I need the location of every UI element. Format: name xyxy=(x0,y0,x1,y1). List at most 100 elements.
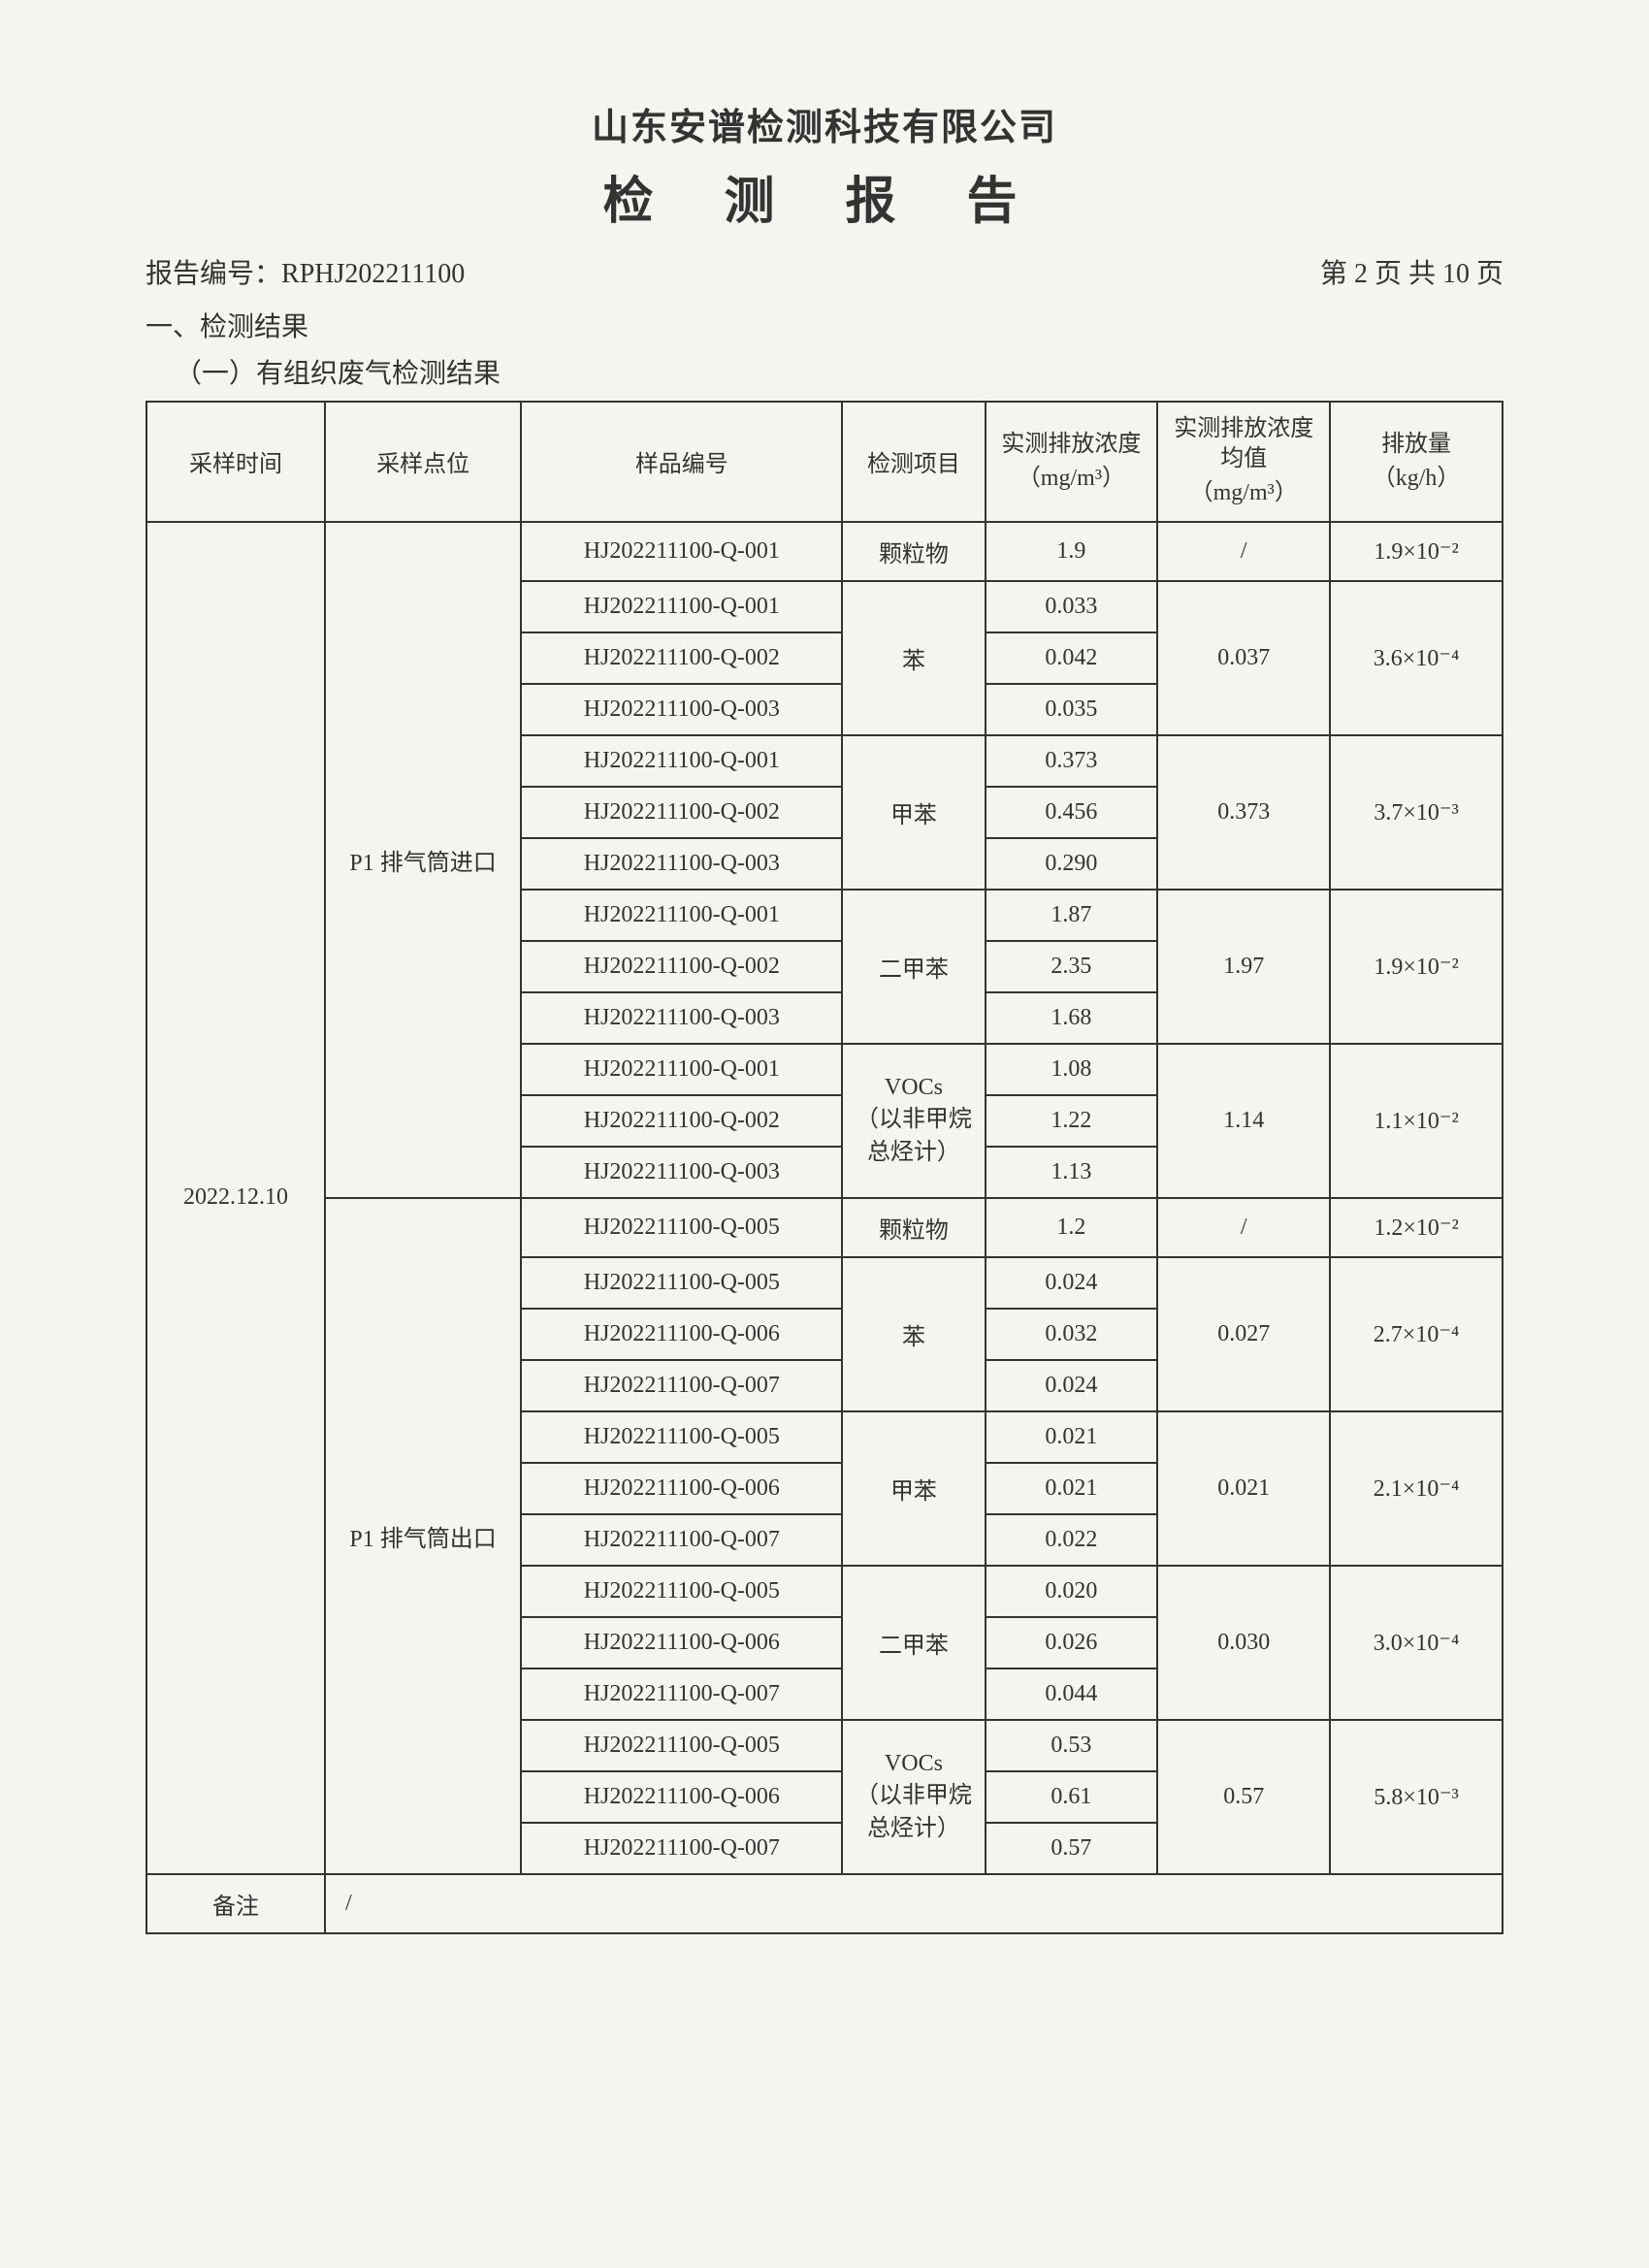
cell-item: VOCs （以非甲烷总烃计） xyxy=(842,1720,985,1874)
th-rate-unit: （kg/h） xyxy=(1373,464,1461,494)
cell-sample-no: HJ202211100-Q-001 xyxy=(521,522,842,581)
vocs-line2: （以非甲烷总烃计） xyxy=(851,1780,976,1845)
cell-item: 甲苯 xyxy=(842,735,985,890)
cell-avg: 1.14 xyxy=(1157,1044,1330,1198)
cell-rate: 3.7×10⁻³ xyxy=(1330,735,1503,890)
th-sample-point: 采样点位 xyxy=(325,402,521,522)
cell-avg: 1.97 xyxy=(1157,890,1330,1044)
cell-avg: 0.030 xyxy=(1157,1566,1330,1720)
vocs-line1: VOCs xyxy=(851,1072,976,1105)
page-info: 第 2 页 共 10 页 xyxy=(1320,252,1504,291)
cell-value: 0.290 xyxy=(986,838,1158,890)
cell-value: 0.021 xyxy=(986,1463,1158,1514)
results-table: 采样时间 采样点位 样品编号 检测项目 实测排放浓度 （mg/m³） 实测排放浓… xyxy=(146,401,1504,1934)
cell-avg: / xyxy=(1157,522,1330,581)
th-measured-conc: 实测排放浓度 （mg/m³） xyxy=(986,402,1158,522)
cell-rate: 3.0×10⁻⁴ xyxy=(1330,1566,1503,1720)
cell-item: 苯 xyxy=(842,581,985,735)
cell-sample-no: HJ202211100-Q-005 xyxy=(521,1411,842,1463)
cell-value: 0.042 xyxy=(986,632,1158,684)
cell-rate: 1.9×10⁻² xyxy=(1330,890,1503,1044)
cell-avg: 0.021 xyxy=(1157,1411,1330,1566)
cell-value: 1.87 xyxy=(986,890,1158,941)
th-sample-time: 采样时间 xyxy=(146,402,325,522)
cell-sample-no: HJ202211100-Q-002 xyxy=(521,1095,842,1147)
th-avg-unit: （mg/m³） xyxy=(1190,478,1298,508)
cell-sample-no: HJ202211100-Q-007 xyxy=(521,1514,842,1566)
cell-value: 0.026 xyxy=(986,1617,1158,1669)
cell-item: 二甲苯 xyxy=(842,1566,985,1720)
cell-rate: 3.6×10⁻⁴ xyxy=(1330,581,1503,735)
report-title: 检 测 报 告 xyxy=(146,160,1504,233)
cell-value: 0.021 xyxy=(986,1411,1158,1463)
cell-sample-no: HJ202211100-Q-003 xyxy=(521,684,842,735)
report-no-label: 报告编号： xyxy=(146,259,281,289)
cell-rate: 1.1×10⁻² xyxy=(1330,1044,1503,1198)
th-conc-unit: （mg/m³） xyxy=(1018,464,1125,494)
cell-avg: 0.57 xyxy=(1157,1720,1330,1874)
cell-sample-no: HJ202211100-Q-001 xyxy=(521,1044,842,1095)
cell-sample-no: HJ202211100-Q-002 xyxy=(521,632,842,684)
cell-value: 2.35 xyxy=(986,941,1158,992)
cell-point-in: P1 排气筒进口 xyxy=(325,522,521,1198)
cell-value: 1.9 xyxy=(986,522,1158,581)
report-no-value: RPHJ202211100 xyxy=(281,259,465,289)
cell-value: 0.044 xyxy=(986,1669,1158,1720)
remark-row: 备注 / xyxy=(146,1874,1503,1933)
report-header: 山东安谱检测科技有限公司 检 测 报 告 xyxy=(146,97,1504,233)
remark-content: / xyxy=(325,1874,1503,1933)
company-name: 山东安谱检测科技有限公司 xyxy=(146,97,1504,150)
table-header-row: 采样时间 采样点位 样品编号 检测项目 实测排放浓度 （mg/m³） 实测排放浓… xyxy=(146,402,1503,522)
cell-item: 苯 xyxy=(842,1257,985,1411)
th-rate-label: 排放量 xyxy=(1381,430,1451,460)
cell-value: 0.032 xyxy=(986,1309,1158,1360)
th-avg-conc: 实测排放浓度均值 （mg/m³） xyxy=(1157,402,1330,522)
th-test-item: 检测项目 xyxy=(842,402,985,522)
cell-avg: / xyxy=(1157,1198,1330,1257)
cell-value: 0.53 xyxy=(986,1720,1158,1771)
cell-sample-no: HJ202211100-Q-005 xyxy=(521,1198,842,1257)
cell-sample-no: HJ202211100-Q-001 xyxy=(521,581,842,632)
vocs-line1: VOCs xyxy=(851,1748,976,1781)
table-row: P1 排气筒出口 HJ202211100-Q-005 颗粒物 1.2 / 1.2… xyxy=(146,1198,1503,1257)
cell-sample-no: HJ202211100-Q-001 xyxy=(521,735,842,787)
cell-value: 0.456 xyxy=(986,787,1158,838)
cell-value: 0.033 xyxy=(986,581,1158,632)
vocs-line2: （以非甲烷总烃计） xyxy=(851,1104,976,1169)
cell-item: VOCs （以非甲烷总烃计） xyxy=(842,1044,985,1198)
cell-sample-no: HJ202211100-Q-005 xyxy=(521,1257,842,1309)
cell-value: 0.024 xyxy=(986,1257,1158,1309)
cell-value: 0.035 xyxy=(986,684,1158,735)
cell-avg: 0.027 xyxy=(1157,1257,1330,1411)
cell-rate: 2.7×10⁻⁴ xyxy=(1330,1257,1503,1411)
meta-row: 报告编号：RPHJ202211100 第 2 页 共 10 页 xyxy=(146,252,1504,291)
cell-sample-no: HJ202211100-Q-002 xyxy=(521,787,842,838)
cell-point-out: P1 排气筒出口 xyxy=(325,1198,521,1874)
subsection-title: （一）有组织废气检测结果 xyxy=(175,352,1504,391)
cell-sample-no: HJ202211100-Q-006 xyxy=(521,1617,842,1669)
cell-value: 1.22 xyxy=(986,1095,1158,1147)
cell-value: 1.08 xyxy=(986,1044,1158,1095)
th-sample-no: 样品编号 xyxy=(521,402,842,522)
cell-sample-no: HJ202211100-Q-001 xyxy=(521,890,842,941)
cell-sample-no: HJ202211100-Q-006 xyxy=(521,1309,842,1360)
cell-sample-no: HJ202211100-Q-007 xyxy=(521,1823,842,1874)
cell-rate: 2.1×10⁻⁴ xyxy=(1330,1411,1503,1566)
cell-item: 颗粒物 xyxy=(842,1198,985,1257)
th-emission-rate: 排放量 （kg/h） xyxy=(1330,402,1503,522)
cell-sample-no: HJ202211100-Q-003 xyxy=(521,1147,842,1198)
cell-sample-no: HJ202211100-Q-002 xyxy=(521,941,842,992)
cell-sample-no: HJ202211100-Q-005 xyxy=(521,1720,842,1771)
cell-value: 0.024 xyxy=(986,1360,1158,1411)
cell-value: 0.373 xyxy=(986,735,1158,787)
cell-sample-time: 2022.12.10 xyxy=(146,522,325,1874)
cell-avg: 0.037 xyxy=(1157,581,1330,735)
cell-item: 甲苯 xyxy=(842,1411,985,1566)
cell-rate: 1.9×10⁻² xyxy=(1330,522,1503,581)
cell-item: 二甲苯 xyxy=(842,890,985,1044)
cell-sample-no: HJ202211100-Q-003 xyxy=(521,838,842,890)
cell-sample-no: HJ202211100-Q-003 xyxy=(521,992,842,1044)
cell-sample-no: HJ202211100-Q-005 xyxy=(521,1566,842,1617)
th-conc-label: 实测排放浓度 xyxy=(1001,430,1141,460)
section-title: 一、检测结果 xyxy=(146,306,1504,344)
